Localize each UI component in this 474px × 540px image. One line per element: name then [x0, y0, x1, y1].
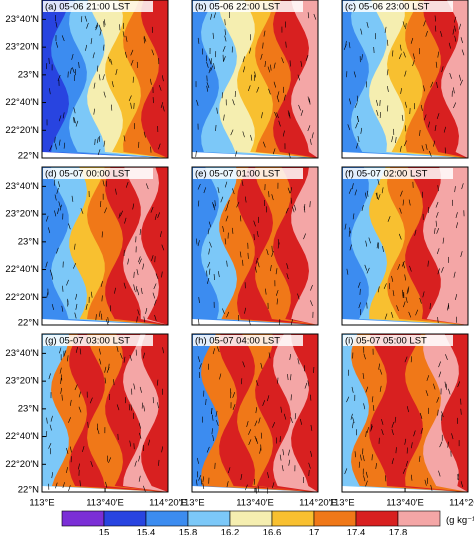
map-panel: (g) 05-07 03:00 LST [42, 334, 168, 492]
colorbar-tick-label: 15.4 [137, 528, 156, 535]
x-tick-label: 113°40′E [236, 498, 274, 509]
panel-title: (f) 05-07 02:00 LST [345, 169, 428, 180]
colorbar-tick-label: 16.6 [263, 528, 282, 535]
y-tick-label: 22°40′N [5, 97, 39, 108]
map-panel: (i) 05-07 05:00 LST [342, 334, 468, 492]
colorbar-box [62, 511, 104, 526]
y-tick-label: 22°40′N [5, 431, 39, 442]
y-tick-label: 22°40′N [5, 264, 39, 275]
panel-title: (h) 05-07 04:00 LST [195, 336, 280, 347]
panel-title: (e) 05-07 01:00 LST [195, 169, 280, 180]
y-tick-label: 23°20′N [5, 42, 39, 53]
colorbar-unit: (g kg⁻¹) [446, 515, 474, 526]
colorbar-box [188, 511, 230, 526]
wind-barb [198, 319, 199, 325]
y-tick-label: 23°N [18, 403, 39, 414]
colorbar-box [398, 511, 440, 526]
colorbar-box [314, 511, 356, 526]
y-tick-label: 23°20′N [5, 376, 39, 387]
panel-title: (a) 05-06 21:00 LST [45, 2, 130, 13]
colorbar-box [104, 511, 146, 526]
x-tick-label: 113°40′E [86, 498, 124, 509]
y-tick-label: 23°40′N [5, 348, 39, 359]
x-tick-label: 114°20′E [449, 498, 474, 509]
y-tick-label: 23°N [18, 69, 39, 80]
colorbar-box [146, 511, 188, 526]
colorbar-tick-label: 17.8 [389, 528, 408, 535]
panel-title: (b) 05-06 22:00 LST [195, 2, 280, 13]
colorbar-tick-label: 15.8 [179, 528, 198, 535]
y-tick-label: 22°20′N [5, 459, 39, 470]
map-panel: (h) 05-07 04:00 LST [192, 334, 318, 494]
colorbar-box [272, 511, 314, 526]
y-tick-label: 22°20′N [5, 125, 39, 136]
colorbar-tick-label: 15 [99, 528, 110, 535]
panel-title: (g) 05-07 03:00 LST [45, 336, 130, 347]
y-tick-label: 22°20′N [5, 292, 39, 303]
map-panel: (f) 05-07 02:00 LST [342, 167, 468, 325]
y-tick-label: 22°N [18, 485, 39, 496]
x-tick-label: 113°E [329, 498, 354, 509]
panel-title: (d) 05-07 00:00 LST [45, 169, 130, 180]
map-panel: (d) 05-07 00:00 LST [42, 167, 168, 325]
colorbar-tick-label: 16.2 [221, 528, 240, 535]
map-panel: (b) 05-06 22:00 LST [192, 0, 318, 159]
x-tick-label: 113°40′E [386, 498, 424, 509]
map-panel: (c) 05-06 23:00 LST [342, 0, 468, 158]
colorbar-tick-label: 17 [309, 528, 320, 535]
colorbar-tick-label: 17.4 [347, 528, 366, 535]
panel-title: (i) 05-07 05:00 LST [345, 336, 427, 347]
x-tick-label: 113°E [179, 498, 204, 509]
y-tick-label: 23°40′N [5, 181, 39, 192]
panel-title: (c) 05-06 23:00 LST [345, 2, 430, 13]
colorbar-box [356, 511, 398, 526]
y-tick-label: 23°40′N [5, 14, 39, 25]
y-tick-label: 23°20′N [5, 209, 39, 220]
y-tick-label: 22°N [18, 318, 39, 329]
colorbar-box [230, 511, 272, 526]
y-tick-label: 22°N [18, 151, 39, 162]
map-panel: (a) 05-06 21:00 LST [42, 0, 168, 158]
y-tick-label: 23°N [18, 236, 39, 247]
map-panel: (e) 05-07 01:00 LST [192, 167, 318, 325]
x-tick-label: 113°E [29, 498, 54, 509]
